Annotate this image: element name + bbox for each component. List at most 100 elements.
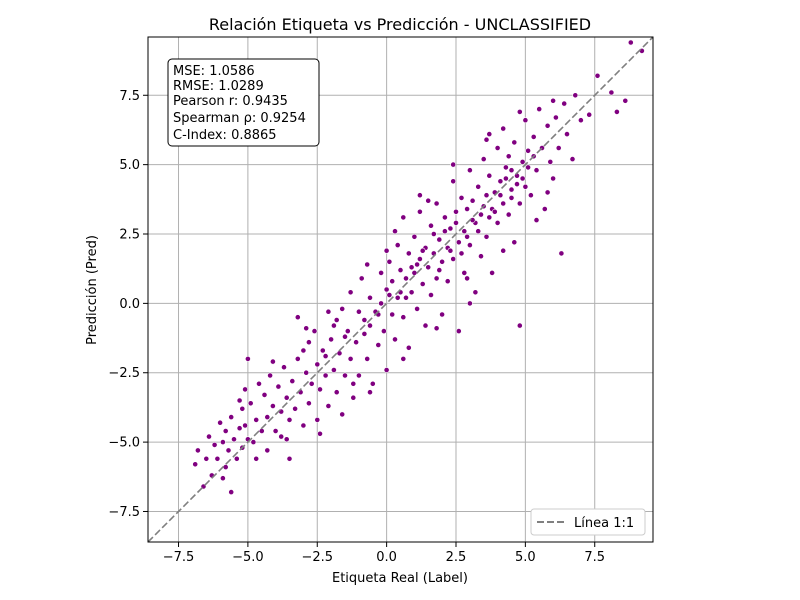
data-point: [394, 294, 401, 301]
data-point: [228, 414, 235, 420]
data-point: [256, 380, 262, 387]
data-point: [430, 231, 437, 237]
data-point: [225, 447, 232, 454]
data-point: [472, 289, 479, 296]
data-point: [244, 355, 251, 362]
data-point: [453, 219, 459, 226]
data-point: [458, 250, 465, 257]
data-point: [250, 439, 257, 445]
data-point: [383, 247, 390, 254]
data-point: [400, 355, 407, 362]
data-point: [339, 305, 346, 312]
data-point: [367, 322, 373, 329]
data-point: [242, 422, 248, 429]
data-point: [516, 109, 523, 115]
data-point: [466, 300, 473, 307]
data-point: [428, 222, 434, 229]
chart-title: Relación Etiqueta vs Predicción - UNCLAS…: [209, 15, 591, 34]
data-point: [586, 111, 593, 118]
data-point: [233, 455, 240, 462]
data-point: [347, 355, 354, 362]
data-point: [328, 336, 334, 343]
data-point: [614, 109, 620, 115]
data-point: [464, 206, 470, 212]
data-point: [483, 136, 490, 143]
data-point: [281, 364, 287, 371]
data-point: [541, 206, 548, 212]
data-point: [519, 175, 526, 182]
x-axis-label: Etiqueta Real (Label): [332, 571, 468, 586]
data-point: [267, 372, 273, 379]
legend: Línea 1:1: [530, 508, 646, 536]
data-point: [433, 275, 440, 282]
data-point: [350, 394, 357, 401]
data-point: [236, 425, 243, 432]
data-point: [464, 275, 470, 282]
data-point: [317, 430, 323, 437]
data-point: [305, 400, 312, 407]
data-point: [441, 214, 448, 221]
data-point: [502, 164, 509, 171]
data-point: [433, 200, 440, 207]
data-point: [450, 256, 457, 262]
data-point: [508, 167, 515, 174]
data-point: [405, 250, 412, 257]
x-tick-label: 5.0: [515, 550, 536, 565]
data-point: [530, 133, 537, 140]
data-point: [378, 300, 384, 307]
data-point: [450, 161, 457, 168]
data-point: [439, 258, 445, 265]
data-point: [533, 217, 540, 223]
data-point: [508, 186, 515, 193]
data-point: [494, 145, 501, 151]
data-point: [558, 250, 565, 257]
data-point: [533, 167, 540, 174]
data-point: [569, 156, 576, 162]
data-point: [525, 164, 531, 171]
data-point: [411, 269, 418, 276]
data-point: [378, 269, 384, 276]
data-point: [300, 347, 307, 354]
data-point: [367, 389, 373, 396]
data-point: [400, 214, 407, 221]
data-point: [308, 380, 315, 387]
data-point: [411, 233, 418, 240]
data-point: [433, 325, 440, 332]
data-point: [414, 261, 420, 268]
stats-line-rmse: RMSE: 1.0289: [173, 79, 264, 94]
legend-entry-label: Línea 1:1: [574, 516, 634, 531]
stats-line-mse: MSE: 1.0586: [173, 64, 255, 79]
data-point: [403, 294, 409, 301]
x-tick-label: 7.5: [584, 550, 605, 565]
data-point: [422, 322, 429, 329]
data-point: [500, 125, 507, 132]
data-point: [330, 367, 337, 373]
data-point: [397, 267, 404, 273]
data-point: [502, 175, 509, 182]
data-point: [461, 269, 468, 276]
data-point: [466, 242, 473, 248]
data-point: [425, 197, 432, 204]
data-point: [408, 264, 415, 271]
y-tick-label: 2.5: [119, 228, 140, 243]
data-point: [505, 153, 512, 160]
data-point: [289, 378, 296, 384]
data-point: [236, 397, 243, 404]
data-point: [386, 258, 393, 265]
data-point: [536, 106, 543, 112]
data-point: [519, 158, 526, 165]
data-point: [294, 314, 301, 321]
data-point: [342, 372, 348, 379]
data-point: [408, 289, 415, 296]
data-point: [486, 131, 493, 137]
data-point: [300, 422, 307, 429]
data-point: [622, 97, 629, 104]
data-point: [247, 400, 254, 407]
data-point: [347, 289, 354, 296]
data-point: [441, 228, 448, 235]
data-point: [475, 183, 482, 190]
data-point: [361, 317, 368, 323]
y-tick-label: 5.0: [119, 158, 140, 173]
data-point: [516, 200, 523, 207]
data-point: [278, 433, 285, 440]
